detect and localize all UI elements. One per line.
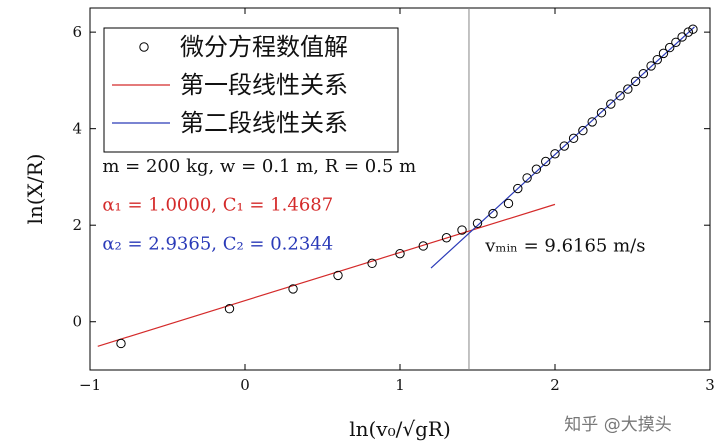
data-point — [418, 241, 428, 251]
annotation-text: m = 200 kg, w = 0.1 m, R = 0.5 m — [102, 156, 416, 177]
data-point — [578, 125, 588, 136]
legend-entry: 微分方程数值解 — [180, 33, 348, 61]
data-point — [472, 218, 483, 228]
data-point — [596, 108, 607, 118]
data-point — [630, 76, 641, 87]
data-point — [658, 48, 669, 59]
data-point — [550, 149, 560, 159]
legend-marker-circle — [139, 42, 149, 52]
data-point — [288, 284, 298, 294]
data-point — [587, 117, 597, 127]
data-point — [677, 32, 687, 42]
data-point — [531, 164, 542, 174]
data-point — [623, 84, 633, 94]
data-point — [683, 27, 693, 37]
y-tick-label: 4 — [72, 120, 82, 138]
y-tick-label: 2 — [72, 216, 82, 234]
first-fit-line — [97, 203, 556, 347]
fit-lines — [97, 8, 695, 370]
watermark: 知乎 @大摸头 — [564, 415, 671, 435]
x-tick-label: 1 — [395, 376, 405, 394]
y-axis-label: ln(X/R) — [23, 154, 47, 225]
data-point — [367, 258, 377, 269]
data-point — [638, 68, 649, 79]
data-point — [559, 141, 569, 151]
data-point — [224, 304, 235, 314]
data-point — [615, 91, 625, 101]
y-tick-label: 6 — [72, 23, 82, 41]
annotations: m = 200 kg, w = 0.1 m, R = 0.5 m α₁ = 1.0… — [102, 156, 645, 257]
data-point — [441, 233, 452, 243]
data-point — [116, 338, 126, 349]
data-point — [457, 225, 467, 235]
legend-entry: 第一段线性关系 — [180, 71, 348, 99]
data-point — [522, 173, 532, 183]
data-point — [652, 54, 662, 65]
data-point — [488, 208, 498, 219]
annotation-text: α₂ = 2.9365, C₂ = 0.2344 — [102, 233, 333, 254]
data-point — [513, 183, 523, 194]
annotation-text: α₁ = 1.0000, C₁ = 1.4687 — [102, 195, 333, 216]
x-tick-label: 3 — [705, 376, 715, 394]
x-tick-label: −1 — [79, 376, 101, 394]
x-tick-label: 0 — [240, 376, 250, 394]
y-tick-label: 0 — [72, 313, 82, 331]
data-point — [333, 270, 343, 281]
data-point — [503, 198, 514, 209]
data-point — [395, 248, 405, 259]
legend-entry: 第二段线性关系 — [180, 109, 348, 137]
x-axis-label: ln(v₀/√gR) — [349, 417, 451, 441]
x-tick-label: 2 — [550, 376, 560, 394]
annotation-text: vₘᵢₙ = 9.6165 m/s — [484, 236, 645, 257]
data-point — [541, 156, 551, 167]
axis-ticks: −1 0 1 2 3 0 2 4 6 — [72, 8, 715, 394]
data-points — [116, 24, 698, 349]
data-point — [671, 37, 681, 47]
data-point — [665, 42, 675, 53]
second-fit-line — [430, 26, 695, 269]
data-point — [646, 61, 656, 71]
data-point — [606, 99, 616, 109]
data-point — [568, 133, 579, 144]
legend-box — [103, 27, 399, 153]
data-point — [688, 24, 698, 34]
